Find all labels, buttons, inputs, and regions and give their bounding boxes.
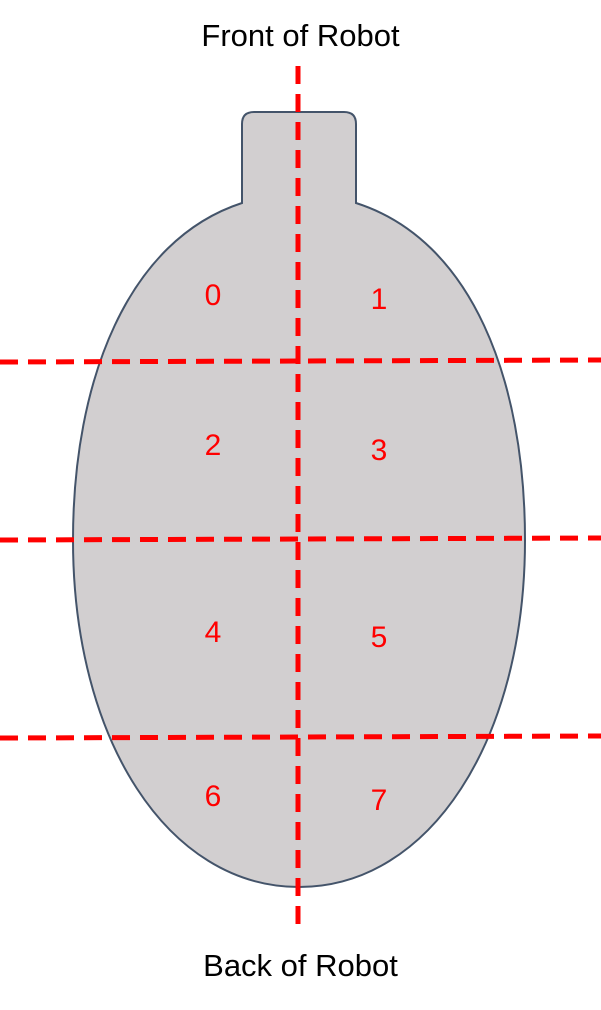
zone-label-0: 0 bbox=[205, 279, 222, 312]
divider-line-1 bbox=[0, 357, 601, 365]
zone-label-2: 2 bbox=[205, 429, 222, 462]
zone-label-6: 6 bbox=[205, 780, 222, 813]
zone-label-5: 5 bbox=[371, 621, 388, 654]
zone-label-4: 4 bbox=[205, 616, 222, 649]
divider-line-3 bbox=[0, 733, 601, 741]
zone-label-7: 7 bbox=[371, 784, 388, 817]
back-of-robot-label: Back of Robot bbox=[203, 948, 398, 983]
zone-label-3: 3 bbox=[371, 434, 388, 467]
divider-line-2 bbox=[0, 535, 601, 543]
front-of-robot-label: Front of Robot bbox=[201, 18, 400, 53]
zone-label-1: 1 bbox=[371, 283, 388, 316]
